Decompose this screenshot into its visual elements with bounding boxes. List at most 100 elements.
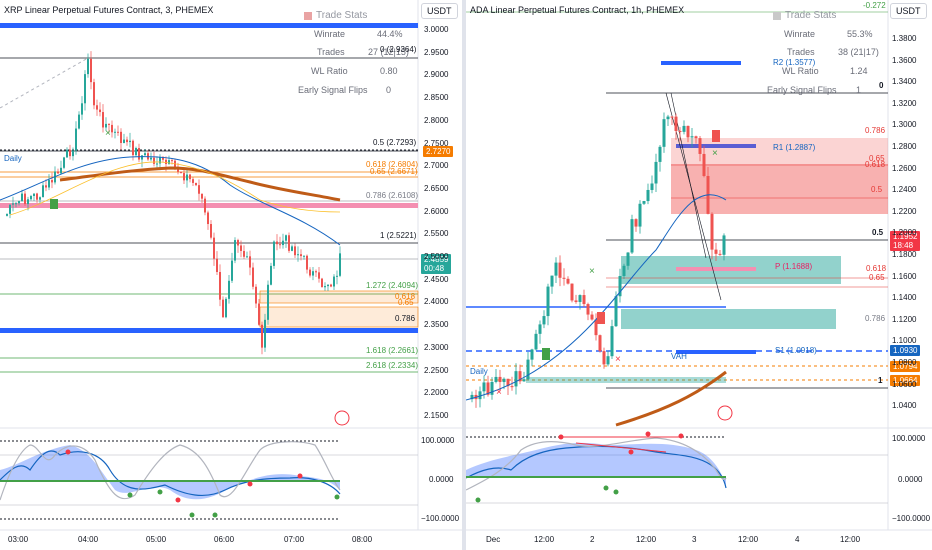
axis-tick-label: 1.3000 [892, 120, 917, 130]
moving-average-line [59, 166, 341, 202]
candle-body [69, 149, 71, 157]
candle-body [662, 119, 666, 147]
stat-value: 0 [386, 85, 392, 95]
candle-body [159, 157, 161, 164]
support-band [0, 23, 418, 28]
candle-body [30, 196, 32, 200]
candle-body [273, 241, 275, 266]
candle-body [246, 256, 248, 258]
candle-body [180, 171, 182, 174]
candle-body [18, 201, 20, 204]
candle-body [714, 249, 718, 254]
candle-body [249, 256, 251, 268]
signal-dot [189, 512, 195, 518]
axis-tick-label: 1.0600 [892, 379, 917, 389]
stat-value: 38 (21|17) [838, 47, 879, 57]
candle-body [213, 237, 215, 259]
axis-tick-label: 1.3400 [892, 77, 917, 87]
stat-label: Trades [787, 47, 815, 57]
signal-dot [65, 449, 71, 455]
candle-body [111, 124, 113, 133]
alert-icon [334, 410, 350, 426]
candle-body [204, 198, 206, 213]
candle-body [219, 271, 221, 300]
candle-body [722, 235, 726, 255]
fib-level-label: 0.786 (2.6108) [366, 191, 419, 200]
signal-dot [645, 431, 651, 437]
candle-body [578, 295, 582, 302]
candle-body [312, 271, 314, 276]
stat-value: 55.3% [847, 29, 873, 39]
axis-tick-label: 1.2000 [892, 228, 917, 238]
pane-divider[interactable] [462, 0, 466, 550]
candle-body [270, 265, 272, 285]
candle-body [90, 58, 92, 83]
candle-body [333, 276, 335, 287]
time-tick-label: 06:00 [214, 535, 235, 544]
candle-body [642, 201, 646, 204]
candle-body [150, 157, 152, 160]
price-tag: 1.0794 [890, 361, 921, 372]
zone-label: 0.618 [866, 264, 887, 273]
fib-level-label: 1.618 (2.2661) [366, 346, 419, 355]
candle-body [494, 376, 498, 382]
ada-chart-pane[interactable]: × × × × ADA Linear Perpetual Futures Contra… [466, 0, 932, 550]
currency-button[interactable]: USDT [890, 3, 927, 19]
axis-tick-label: 2.3000 [424, 342, 449, 352]
candle-body [598, 335, 602, 352]
axis-tick-label: 2.1500 [424, 410, 449, 420]
candle-body [252, 267, 254, 287]
candle-body [120, 131, 122, 143]
axis-tick-label: 1.1800 [892, 250, 917, 259]
last-price: 1.1952 [893, 232, 918, 241]
candle-body [48, 180, 50, 188]
candle-body [264, 319, 266, 348]
candle-body [330, 284, 332, 287]
candle-body [6, 213, 8, 216]
supply-zone [671, 138, 888, 164]
pivot-r2-label: R2 (1.3577) [773, 58, 816, 67]
stat-value: 44.4% [377, 29, 403, 39]
time-tick-label: 12:00 [840, 535, 861, 544]
candle-body [207, 212, 209, 225]
candle-body [502, 378, 506, 383]
demand-zone [621, 309, 836, 329]
zone-label: 0.618 [395, 292, 416, 301]
candle-body [228, 280, 230, 299]
candle-body [171, 160, 173, 162]
candle-body [510, 386, 514, 388]
candle-body [306, 255, 308, 270]
axis-tick-label: 2.4000 [424, 297, 449, 307]
candle-body [554, 262, 558, 276]
candle-body [582, 295, 586, 305]
axis-tick-label: 1.0800 [892, 358, 917, 367]
candle-body [51, 180, 53, 183]
currency-button[interactable]: USDT [421, 3, 458, 19]
candle-body [646, 189, 650, 202]
xrp-chart-pane[interactable]: × XRP Linear Perpetual Futures Contract,… [0, 0, 462, 550]
zone-label: 0.786 [395, 314, 416, 323]
signal-dot [212, 512, 218, 518]
price-tag: 2.7270 [423, 146, 454, 157]
signal-cross-icon: × [712, 148, 718, 159]
xrp-chart-canvas[interactable]: × [0, 0, 462, 550]
candle-body [201, 193, 203, 199]
candle-body [590, 314, 594, 320]
axis-tick-label: 1.1400 [892, 293, 917, 303]
candle-body [321, 278, 323, 288]
trade-stats-icon [773, 11, 781, 20]
candle-body [57, 171, 59, 174]
price-axis-bg [888, 0, 932, 550]
candle-body [9, 204, 11, 214]
candle-body [686, 125, 690, 138]
candle-body [279, 244, 281, 246]
stat-label: Early Signal Flips [298, 85, 368, 95]
signal-dot [603, 485, 609, 491]
candle-body [105, 123, 107, 128]
stat-label: Early Signal Flips [767, 85, 837, 95]
time-tick-label: 05:00 [146, 535, 167, 544]
last-price: 2.4859 [424, 255, 449, 264]
candle-body [518, 371, 522, 382]
ada-chart-canvas[interactable]: × × × × [466, 0, 932, 550]
stat-label: Winrate [314, 29, 346, 39]
